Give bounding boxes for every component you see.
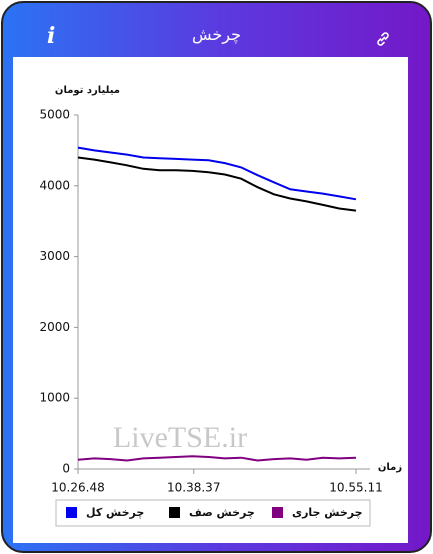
y-tick-label: 0 <box>62 462 70 476</box>
x-tick-label: 10.38.37 <box>167 481 220 495</box>
chart-panel <box>13 57 408 543</box>
legend <box>55 499 371 527</box>
x-tick-label: 10.55.11 <box>329 481 382 495</box>
y-axis-label: میلیارد تومان <box>55 85 120 96</box>
header-title: چرخش <box>191 25 241 44</box>
y-tick-label: 5000 <box>39 108 70 122</box>
legend-label: چرخش صف <box>189 506 255 519</box>
y-tick-label: 3000 <box>39 249 70 263</box>
info-button[interactable]: i <box>47 23 56 49</box>
y-tick-label: 4000 <box>39 178 70 192</box>
y-tick-label: 2000 <box>39 320 70 334</box>
series-line <box>77 146 357 201</box>
legend-label: چرخش جاری <box>292 506 363 519</box>
y-tick-label: 1000 <box>39 391 70 405</box>
x-tick-label: 10.26.48 <box>51 481 104 495</box>
legend-swatch <box>66 507 77 518</box>
legend-label: چرخش کل <box>86 506 144 519</box>
x-axis-label: زمان <box>378 462 402 473</box>
legend-swatch <box>272 507 283 518</box>
series-line <box>77 156 357 212</box>
watermark: LiveTSE.ir <box>113 421 247 454</box>
series-line <box>77 455 357 462</box>
legend-swatch <box>169 507 180 518</box>
link-icon[interactable] <box>375 31 391 47</box>
